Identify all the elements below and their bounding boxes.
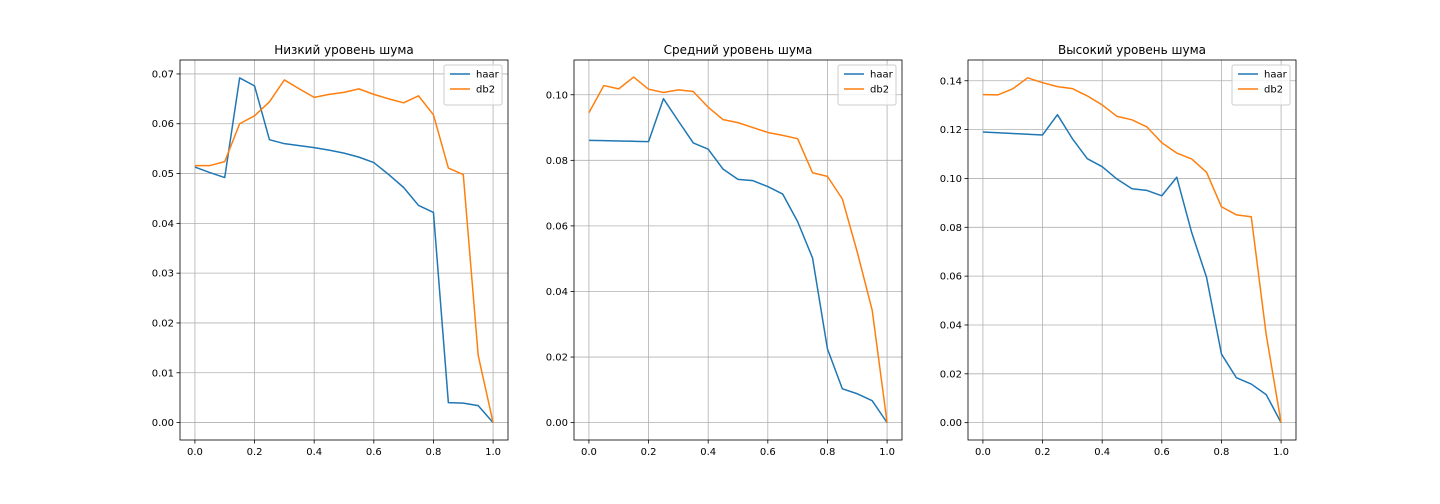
y-tick-label: 0.04 [940, 320, 962, 331]
y-tick-label: 0.07 [152, 69, 174, 80]
x-tick-label: 0.2 [641, 447, 657, 458]
y-tick-label: 0.12 [940, 125, 962, 136]
legend-label-db2: db2 [1264, 85, 1283, 96]
legend-label-db2: db2 [870, 85, 889, 96]
y-tick-label: 0.10 [546, 90, 568, 101]
subplot-low-noise: Низкий уровень шума 0.0 0.2 0.4 0.6 0.8 1.0 0.… [152, 43, 509, 458]
x-tick-label: 0.0 [581, 447, 597, 458]
series-line-db2 [588, 76, 888, 423]
chart-title: Средний уровень шума [664, 43, 813, 57]
x-tick-label: 0.0 [975, 447, 991, 458]
y-tick-label: 0.02 [940, 369, 962, 380]
x-tick-label: 1.0 [1273, 447, 1289, 458]
series-line-haar [588, 97, 888, 424]
y-tick-label: 0.06 [152, 119, 174, 130]
axes-frame [179, 59, 509, 441]
y-tick-label: 0.02 [152, 318, 174, 329]
legend: haar db2 [837, 64, 897, 106]
y-tick-label: 0.04 [152, 219, 174, 230]
x-tick-label: 0.4 [1094, 447, 1110, 458]
x-tick-label: 0.0 [187, 447, 203, 458]
y-tick-label: 0.10 [940, 174, 962, 185]
legend-label-haar: haar [1264, 70, 1288, 81]
legend-label-haar: haar [476, 70, 500, 81]
x-tick-label: 0.4 [700, 447, 716, 458]
axes-frame [573, 59, 903, 441]
y-tick-label: 0.06 [940, 272, 962, 283]
y-tick-label: 0.14 [940, 76, 962, 87]
y-tick-label: 0.08 [940, 223, 962, 234]
subplot-high-noise: Высокий уровень шума 0.0 0.2 0.4 0.6 0.8 1.0 0… [940, 43, 1297, 458]
subplot-medium-noise: Средний уровень шума 0.0 0.2 0.4 0.6 0.8 1.0 0… [546, 43, 903, 458]
legend: haar db2 [443, 64, 503, 106]
x-tick-label: 0.4 [306, 447, 322, 458]
legend-label-db2: db2 [476, 85, 495, 96]
legend-box [443, 64, 503, 106]
series-line-db2 [194, 79, 494, 423]
x-tick-label: 0.2 [1035, 447, 1051, 458]
y-tick-label: 0.00 [546, 418, 568, 429]
x-tick-label: 0.6 [366, 447, 382, 458]
y-tick-label: 0.00 [940, 418, 962, 429]
legend-label-haar: haar [870, 70, 894, 81]
x-tick-label: 0.8 [1214, 447, 1230, 458]
y-tick-label: 0.01 [152, 368, 174, 379]
y-tick-label: 0.08 [546, 156, 568, 167]
y-tick-label: 0.05 [152, 169, 174, 180]
series-line-db2 [982, 77, 1282, 423]
legend-box [1231, 64, 1291, 106]
chart-title: Высокий уровень шума [1058, 43, 1206, 57]
y-tick-label: 0.03 [152, 269, 174, 280]
chart-title: Низкий уровень шума [274, 43, 414, 57]
x-tick-label: 0.8 [426, 447, 442, 458]
x-tick-label: 0.6 [760, 447, 776, 458]
y-tick-label: 0.00 [152, 418, 174, 429]
axes-frame [967, 59, 1297, 441]
legend: haar db2 [1231, 64, 1291, 106]
y-tick-label: 0.04 [546, 287, 568, 298]
x-tick-label: 0.2 [247, 447, 263, 458]
y-tick-label: 0.02 [546, 353, 568, 364]
series-line-haar [194, 77, 494, 424]
y-tick-label: 0.06 [546, 221, 568, 232]
x-tick-label: 0.6 [1154, 447, 1170, 458]
legend-box [837, 64, 897, 106]
x-tick-label: 0.8 [820, 447, 836, 458]
x-tick-label: 1.0 [485, 447, 501, 458]
x-tick-label: 1.0 [879, 447, 895, 458]
series-line-haar [982, 113, 1282, 424]
